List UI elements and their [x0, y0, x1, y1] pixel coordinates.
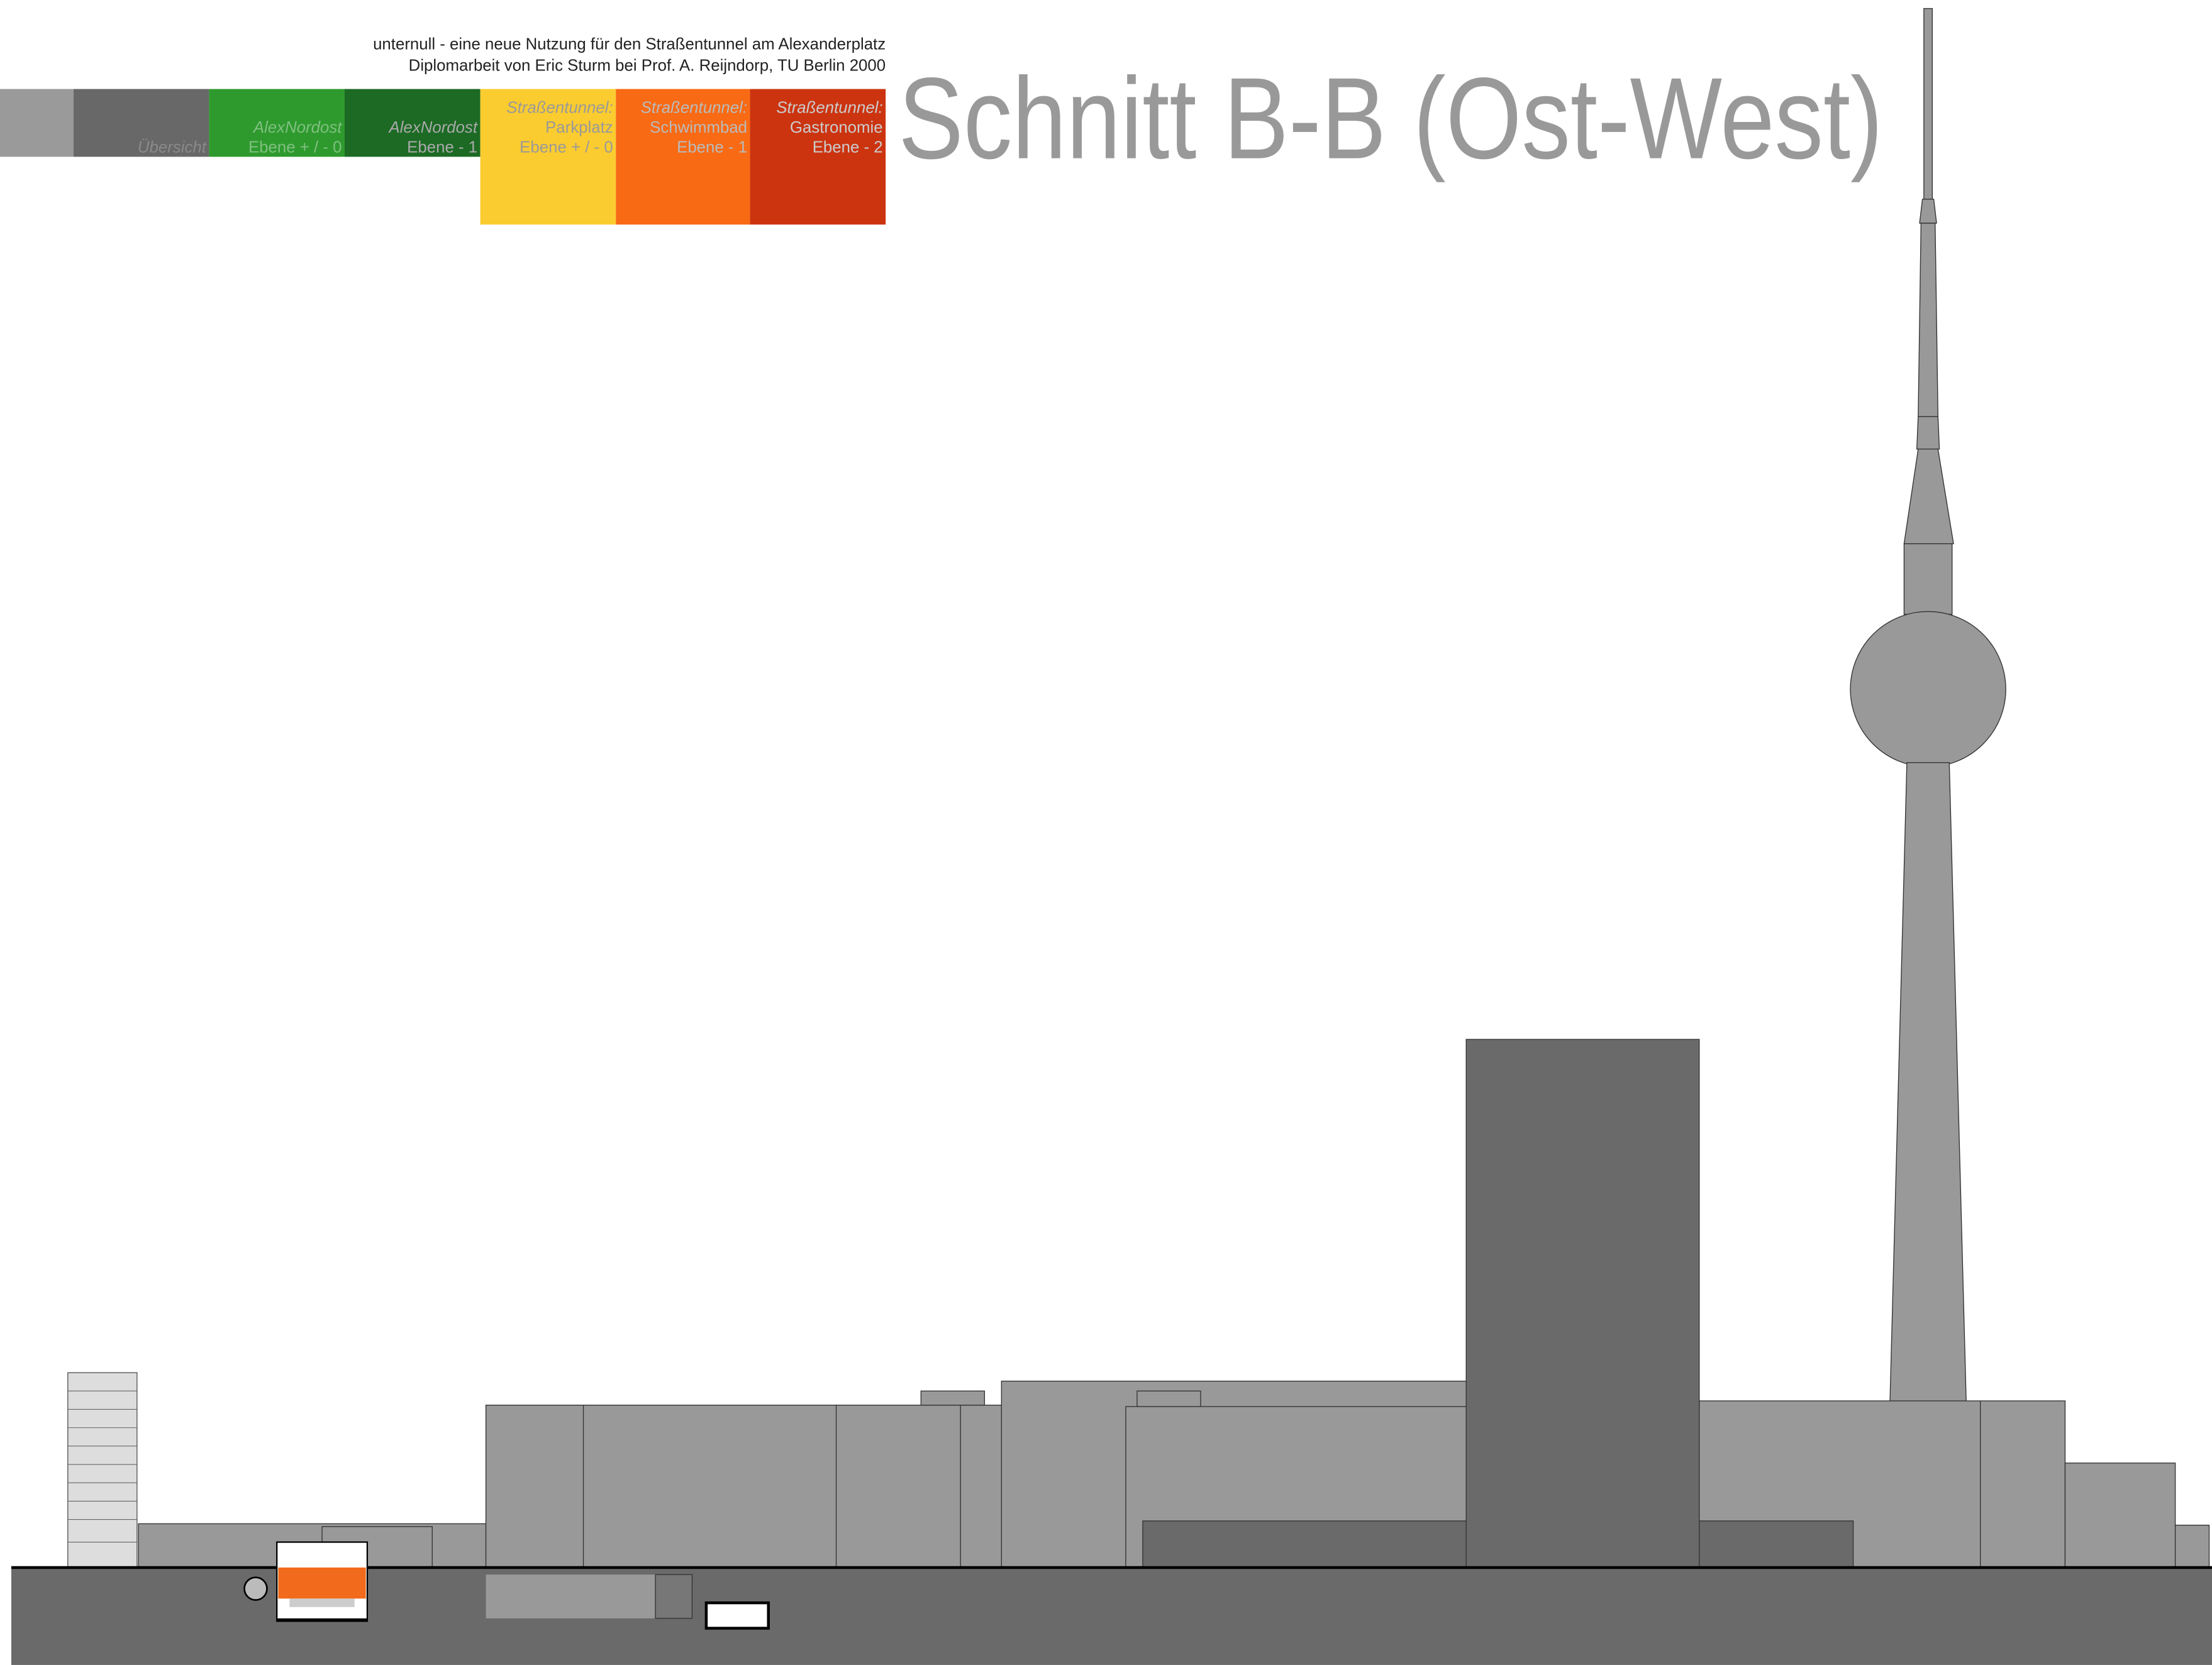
nav-tab-label: Übersicht: [138, 139, 208, 157]
page-title: Schnitt B-B (Ost-West): [898, 54, 1882, 184]
nav-tab-label: Straßentunnel:: [506, 99, 613, 117]
page: {"header": {"line1": "unternull - eine n…: [0, 0, 2212, 1665]
nav-tab[interactable]: AlexNordost Ebene + / - 0: [209, 89, 345, 157]
nav-tab[interactable]: Straßentunnel: Parkplatz Ebene + / - 0: [481, 89, 616, 225]
nav-tab-label: Schwimmbad: [650, 119, 747, 136]
nav-tab-label: Ebene - 1: [407, 139, 477, 157]
header-line: Diplomarbeit von Eric Sturm bei Prof. A.…: [409, 57, 886, 74]
section-drawing: [11, 9, 2212, 1665]
page-canvas: unternull - eine neue Nutzung für den St…: [0, 0, 2212, 1665]
nav-tab-label: Ebene + / - 0: [520, 139, 613, 157]
nav-tab-label: Straßentunnel:: [776, 99, 882, 117]
nav-tab-label: Ebene + / - 0: [248, 139, 342, 157]
nav-tab-label: Ebene - 1: [677, 139, 747, 157]
nav-tab[interactable]: Übersicht: [74, 89, 209, 157]
nav-tab-label: Ebene - 2: [813, 139, 883, 157]
nav-tab-label: Gastronomie: [790, 119, 883, 136]
nav-tab-label: AlexNordost: [252, 119, 343, 136]
nav-tab-label: Straßentunnel:: [641, 99, 747, 117]
nav-tab[interactable]: AlexNordost Ebene - 1: [345, 89, 481, 157]
nav-tab-label: AlexNordost: [387, 119, 478, 136]
nav-swatch: [0, 89, 74, 157]
nav-tab[interactable]: Straßentunnel: Gastronomie Ebene - 2: [750, 89, 886, 225]
nav-tab[interactable]: Straßentunnel: Schwimmbad Ebene - 1: [616, 89, 750, 225]
nav-tab-label: Parkplatz: [545, 119, 613, 136]
header-line: unternull - eine neue Nutzung für den St…: [373, 36, 886, 53]
